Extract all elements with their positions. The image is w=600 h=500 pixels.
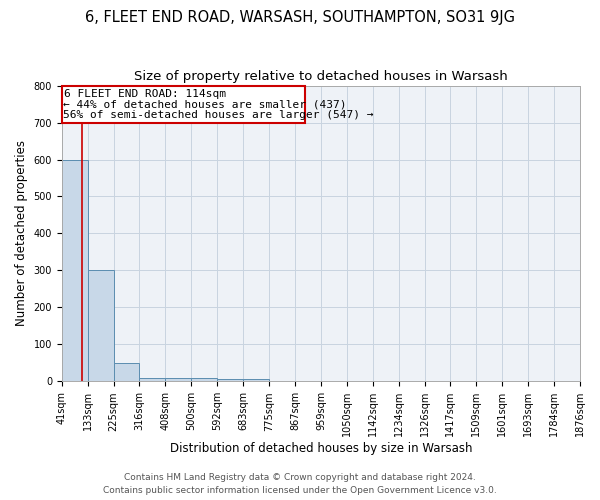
Text: 6, FLEET END ROAD, WARSASH, SOUTHAMPTON, SO31 9JG: 6, FLEET END ROAD, WARSASH, SOUTHAMPTON,…: [85, 10, 515, 25]
Text: ← 44% of detached houses are smaller (437): ← 44% of detached houses are smaller (43…: [63, 99, 347, 109]
Text: 6 FLEET END ROAD: 114sqm: 6 FLEET END ROAD: 114sqm: [64, 88, 226, 99]
Y-axis label: Number of detached properties: Number of detached properties: [15, 140, 28, 326]
Bar: [191, 378, 217, 382]
Bar: [62, 160, 88, 382]
Bar: [139, 378, 166, 382]
Bar: [62, 86, 305, 122]
Bar: [217, 380, 243, 382]
Text: Contains HM Land Registry data © Crown copyright and database right 2024.
Contai: Contains HM Land Registry data © Crown c…: [103, 474, 497, 495]
Bar: [166, 378, 191, 382]
Bar: [88, 270, 114, 382]
Bar: [114, 363, 139, 382]
Text: 56% of semi-detached houses are larger (547) →: 56% of semi-detached houses are larger (…: [62, 110, 373, 120]
Title: Size of property relative to detached houses in Warsash: Size of property relative to detached ho…: [134, 70, 508, 83]
X-axis label: Distribution of detached houses by size in Warsash: Distribution of detached houses by size …: [170, 442, 472, 455]
Bar: [243, 380, 269, 382]
